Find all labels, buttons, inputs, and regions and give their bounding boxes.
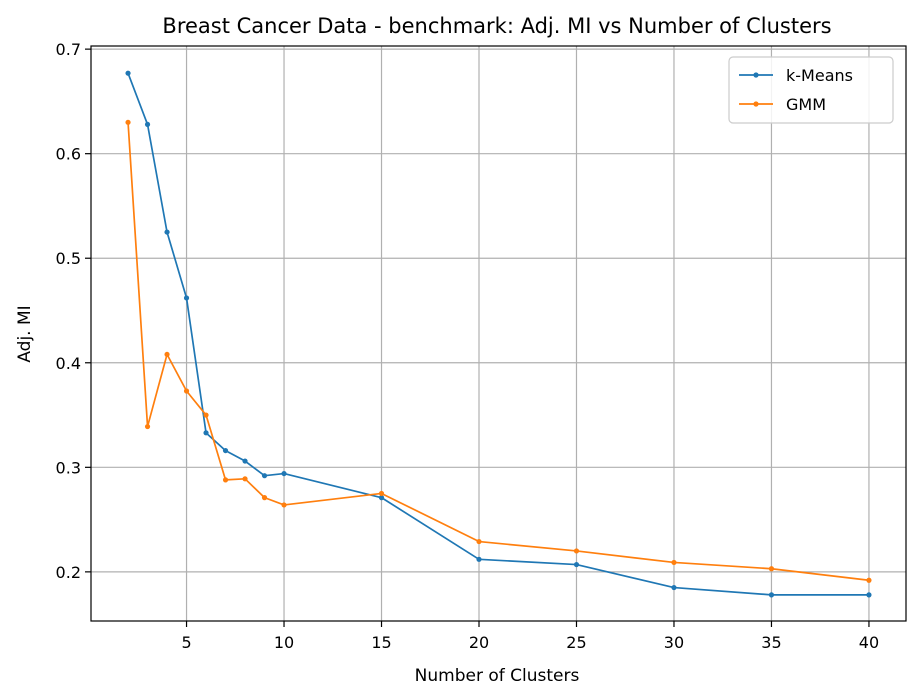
data-point [476, 556, 482, 562]
data-point [671, 584, 677, 591]
x-tick-label: 15 [371, 633, 391, 652]
data-point [222, 477, 229, 483]
data-point [125, 119, 131, 125]
x-tick-label: 20 [469, 633, 489, 652]
data-point [378, 495, 385, 501]
legend: k-Means GMM [728, 56, 894, 124]
data-point [281, 502, 287, 508]
data-point [125, 70, 131, 76]
data-point [261, 473, 268, 479]
data-point [242, 476, 248, 482]
y-tick-label: 0.6 [56, 145, 81, 164]
data-point [768, 566, 775, 572]
data-point [144, 423, 151, 430]
x-tick-label: 10 [274, 633, 294, 652]
data-point [222, 447, 229, 454]
data-point [242, 458, 248, 464]
series-k-means [125, 70, 872, 598]
data-point [866, 577, 872, 583]
x-tick-label: 30 [664, 633, 684, 652]
y-axis-label: Adj. MI [15, 305, 35, 362]
data-point [378, 490, 385, 497]
series-layer [125, 70, 872, 598]
data-point [671, 559, 677, 566]
data-point [164, 229, 170, 235]
data-point [261, 495, 268, 501]
series-gmm [125, 119, 872, 583]
legend-swatch-marker [753, 101, 759, 107]
y-tick-label: 0.5 [56, 249, 81, 268]
y-tick-label: 0.7 [56, 40, 81, 59]
data-point [866, 592, 872, 598]
data-point [164, 351, 170, 358]
data-point [573, 548, 580, 554]
legend-swatch-marker [753, 72, 759, 78]
x-tick-label: 40 [859, 633, 879, 652]
x-axis-label: Number of Clusters [415, 666, 580, 686]
legend-label: GMM [786, 95, 826, 114]
x-tick-label: 5 [181, 633, 191, 652]
y-tick-label: 0.3 [56, 458, 81, 477]
chart-title: Breast Cancer Data - benchmark: Adj. MI … [162, 14, 831, 38]
legend-box [728, 56, 894, 124]
legend-label: k-Means [786, 66, 853, 85]
data-point [476, 538, 482, 545]
axis-ticks: 5 10 15 20 25 30 35 40 0.2 0.3 0.4 0.5 0.6 0.7 [56, 40, 880, 652]
data-point [768, 592, 775, 598]
data-point [573, 561, 580, 568]
x-tick-label: 35 [761, 633, 781, 652]
y-tick-label: 0.4 [56, 354, 81, 373]
data-point [203, 430, 209, 436]
plot-frame [90, 45, 907, 622]
data-point [144, 121, 151, 128]
data-point [281, 470, 287, 477]
data-point [203, 412, 209, 418]
data-point [183, 388, 190, 394]
data-point [183, 295, 190, 301]
grid-lines [91, 46, 906, 621]
x-tick-label: 25 [566, 633, 586, 652]
y-tick-label: 0.2 [56, 563, 81, 582]
